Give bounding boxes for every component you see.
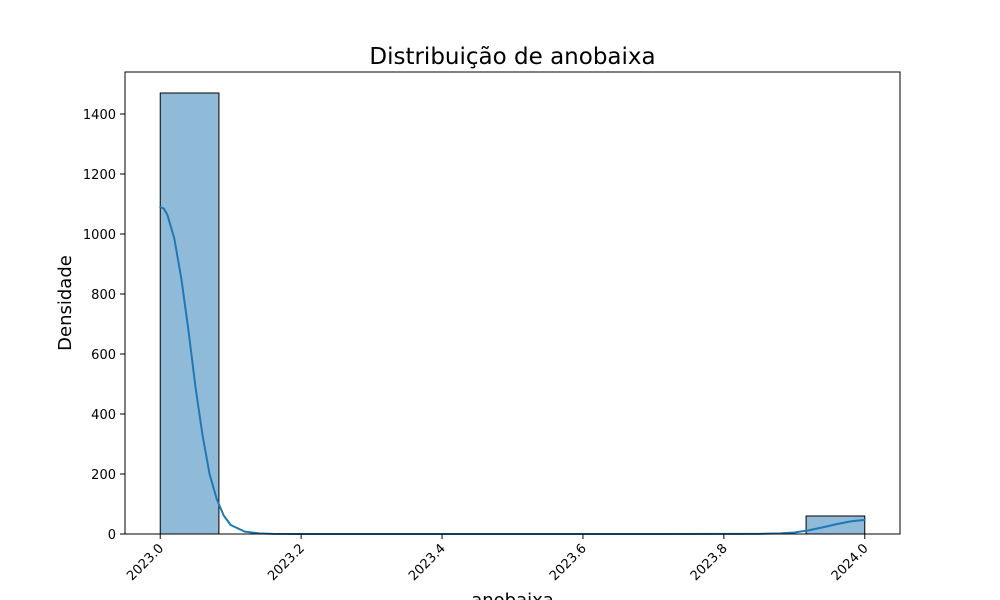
x-tick-label: 2023.6 [547, 541, 590, 584]
histogram-bars [159, 92, 866, 535]
y-tick-label: 600 [91, 348, 116, 363]
y-tick-label: 1000 [83, 228, 116, 243]
x-axis-label: anobaixa [471, 590, 554, 600]
x-axis-ticks: 2023.0 2023.2 2023.4 2023.6 2023.8 2024.0 [124, 534, 872, 584]
x-tick-label: 2023.8 [688, 541, 731, 584]
y-tick-label: 0 [108, 528, 116, 543]
plot-area-frame [124, 71, 901, 535]
histogram-bar-0 [159, 92, 220, 535]
y-tick-label: 400 [91, 408, 116, 423]
y-tick-label: 800 [91, 288, 116, 303]
kde-curve [159, 206, 866, 535]
y-tick-label: 1200 [83, 168, 116, 183]
y-axis-ticks: 0 200 400 600 800 1000 1200 1400 [83, 108, 125, 543]
chart-title: Distribuição de anobaixa [369, 44, 655, 70]
y-axis-label: Densidade [55, 255, 76, 351]
x-tick-label: 2023.4 [406, 541, 449, 584]
y-tick-label: 200 [91, 468, 116, 483]
y-tick-label: 1400 [83, 108, 116, 123]
x-tick-label: 2024.0 [829, 541, 872, 584]
x-tick-label: 2023.2 [265, 541, 308, 584]
x-tick-label: 2023.0 [124, 541, 167, 584]
kde-curve-group [159, 206, 866, 535]
